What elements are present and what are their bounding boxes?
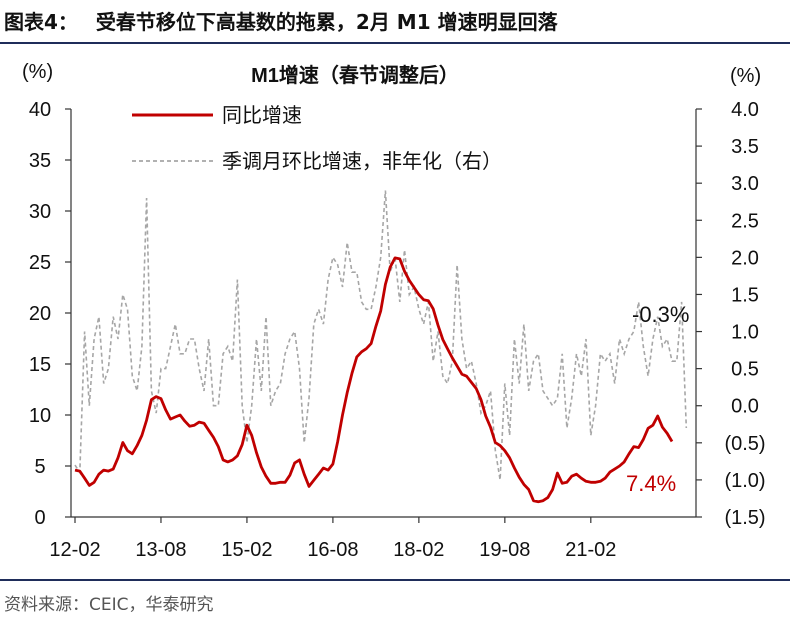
right-tick-label: 1.0: [731, 322, 759, 344]
left-tick-label: 5: [34, 456, 45, 478]
left-tick-label: 10: [29, 405, 51, 427]
right-tick-label: 0.0: [731, 396, 759, 418]
right-tick-label: 1.5: [731, 284, 759, 306]
right-tick-label: 3.5: [731, 136, 759, 158]
left-tick-label: 30: [29, 201, 51, 223]
right-tick-label: (1.0): [724, 470, 765, 492]
right-tick-label: 2.0: [731, 247, 759, 269]
figure-label: 图表4：: [4, 10, 78, 34]
right-tick-label: 0.5: [731, 359, 759, 381]
legend-label-mom: 季调月环比增速，非年化（右）: [222, 150, 502, 173]
source-note: 资料来源：CEIC，华泰研究: [4, 595, 214, 615]
left-tick-label: 25: [29, 252, 51, 274]
legend: 同比增速 季调月环比增速，非年化（右）: [132, 104, 502, 173]
x-tick-label: 13-08: [135, 539, 186, 561]
x-tick-label: 12-02: [49, 539, 100, 561]
top-rule: [0, 42, 790, 44]
legend-label-yoy: 同比增速: [222, 104, 302, 127]
right-tick-label: 2.5: [731, 210, 759, 232]
chart-lines: [74, 190, 688, 504]
x-tick-label: 21-02: [565, 539, 616, 561]
right-tick-label: (1.5): [724, 507, 765, 529]
series-line-mom: [74, 190, 688, 481]
left-tick-label: 15: [29, 354, 51, 376]
annotation-left-last: 7.4%: [626, 471, 676, 496]
figure-caption: 受春节移位下高基数的拖累，2月 M1 增速明显回落: [95, 10, 558, 34]
chart-axes: 0 5 10 15 20 25 30 35 40 (1.5) (1.0) (0.5) 0.0 0.5 1.0…: [29, 99, 766, 561]
annotation-right-last: -0.3%: [632, 302, 689, 327]
left-tick-label: 0: [34, 507, 45, 529]
left-axis-unit: (%): [22, 61, 53, 83]
left-tick-label: 20: [29, 303, 51, 325]
right-tick-label: (0.5): [724, 433, 765, 455]
left-tick-label: 40: [29, 99, 51, 121]
bottom-rule: [0, 579, 790, 581]
right-axis-unit: (%): [730, 65, 761, 87]
x-tick-label: 16-08: [307, 539, 358, 561]
x-tick-label: 19-08: [479, 539, 530, 561]
right-tick-label: 4.0: [731, 99, 759, 121]
right-tick-label: 3.0: [731, 173, 759, 195]
chart-title: M1增速（春节调整后）: [251, 63, 459, 87]
figure-title: 图表4： 受春节移位下高基数的拖累，2月 M1 增速明显回落: [4, 6, 558, 35]
x-tick-label: 15-02: [221, 539, 272, 561]
series-line-yoy: [74, 256, 674, 504]
x-tick-label: 18-02: [393, 539, 444, 561]
left-tick-label: 35: [29, 150, 51, 172]
